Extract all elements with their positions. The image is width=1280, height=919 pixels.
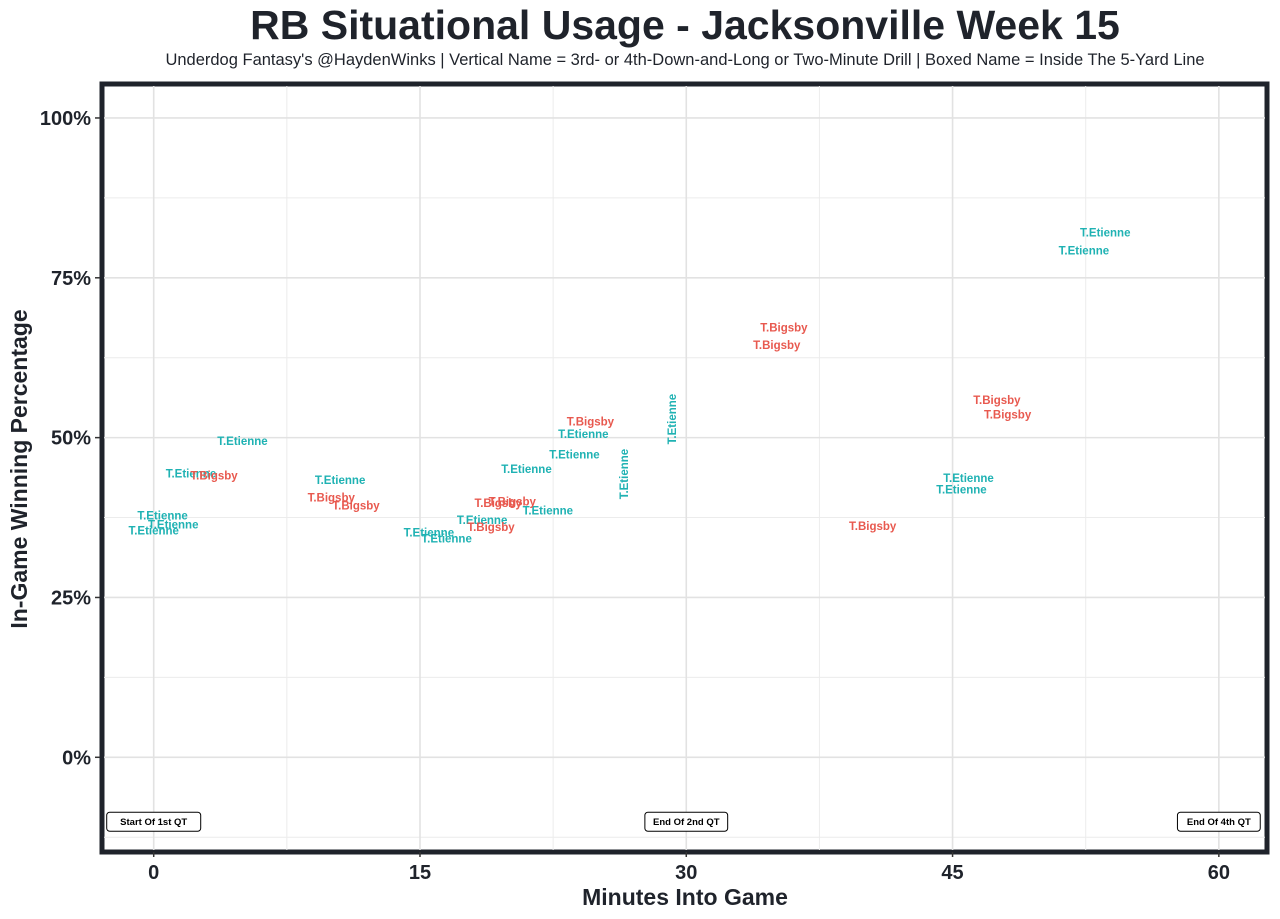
point-label: T.Etienne	[421, 534, 471, 546]
y-tick-label: 25%	[51, 587, 91, 609]
point-label: T.Bigsby	[332, 500, 380, 512]
point-label: T.Etienne	[558, 429, 608, 441]
point-label: T.Etienne	[1059, 245, 1109, 257]
axes: 0 15 30 45 60 0% 25% 50% 75% 100%	[40, 108, 1230, 884]
x-tick-label: 30	[675, 862, 697, 884]
y-tick-label: 50%	[51, 428, 91, 450]
point-label: T.Bigsby	[308, 493, 356, 505]
quarter-annotations: Start Of 1st QT End Of 2nd QT End Of 4th Q…	[106, 811, 1261, 832]
point-label: T.Etienne	[137, 511, 187, 523]
point-label: T.Bigsby	[849, 521, 897, 533]
point-label: T.Bigsby	[467, 522, 515, 534]
chart-title: RB Situational Usage - Jacksonville Week…	[250, 2, 1120, 48]
point-label: T.Etienne	[523, 506, 573, 518]
x-tick-label: 15	[409, 862, 431, 884]
y-tick-label: 75%	[51, 268, 91, 290]
y-tick-label: 0%	[62, 747, 91, 769]
point-label: T.Etienne	[217, 436, 267, 448]
point-label: T.Bigsby	[760, 323, 808, 335]
point-label: T.Bigsby	[973, 395, 1021, 407]
point-label: T.Bigsby	[474, 498, 522, 510]
point-label: T.Etienne	[619, 449, 631, 499]
point-label: T.Etienne	[148, 520, 198, 532]
point-label: T.Etienne	[549, 449, 599, 461]
data-labels: T.EtienneT.EtienneT.EtienneT.EtienneT.Et…	[128, 227, 1130, 545]
x-tick-label: 60	[1208, 862, 1230, 884]
point-label: T.Bigsby	[567, 417, 615, 429]
point-label: T.Etienne	[315, 475, 365, 487]
x-axis-title: Minutes Into Game	[582, 884, 788, 910]
point-label: T.Etienne	[1080, 227, 1130, 239]
point-label: T.Etienne	[128, 525, 178, 537]
point-label: T.Etienne	[936, 484, 986, 496]
point-label: T.Bigsby	[489, 497, 537, 509]
chart-subtitle: Underdog Fantasy's @HaydenWinks | Vertic…	[165, 51, 1205, 69]
y-tick-label: 100%	[40, 108, 91, 130]
annotation-box	[106, 811, 202, 832]
x-tick-label: 45	[941, 862, 963, 884]
x-tick-label: 0	[148, 862, 159, 884]
point-label: T.Etienne	[667, 394, 679, 444]
annotation-label: Start Of 1st QT	[120, 817, 187, 828]
annotation-box	[644, 811, 729, 832]
gridlines	[104, 86, 1265, 850]
point-label: T.Etienne	[501, 464, 551, 476]
point-label: T.Bigsby	[753, 340, 801, 352]
y-axis-title: In-Game Winning Percentage	[6, 309, 32, 628]
annotation-label: End Of 2nd QT	[653, 817, 720, 828]
point-label: T.Etienne	[457, 515, 507, 527]
point-label: T.Bigsby	[984, 410, 1032, 422]
plot-border	[99, 81, 1270, 855]
annotation-label: End Of 4th QT	[1187, 817, 1251, 828]
point-label: T.Etienne	[166, 468, 216, 480]
annotation-box	[1176, 811, 1261, 832]
point-label: T.Etienne	[943, 473, 993, 485]
point-label: T.Bigsby	[190, 470, 238, 482]
point-label: T.Etienne	[404, 527, 454, 539]
